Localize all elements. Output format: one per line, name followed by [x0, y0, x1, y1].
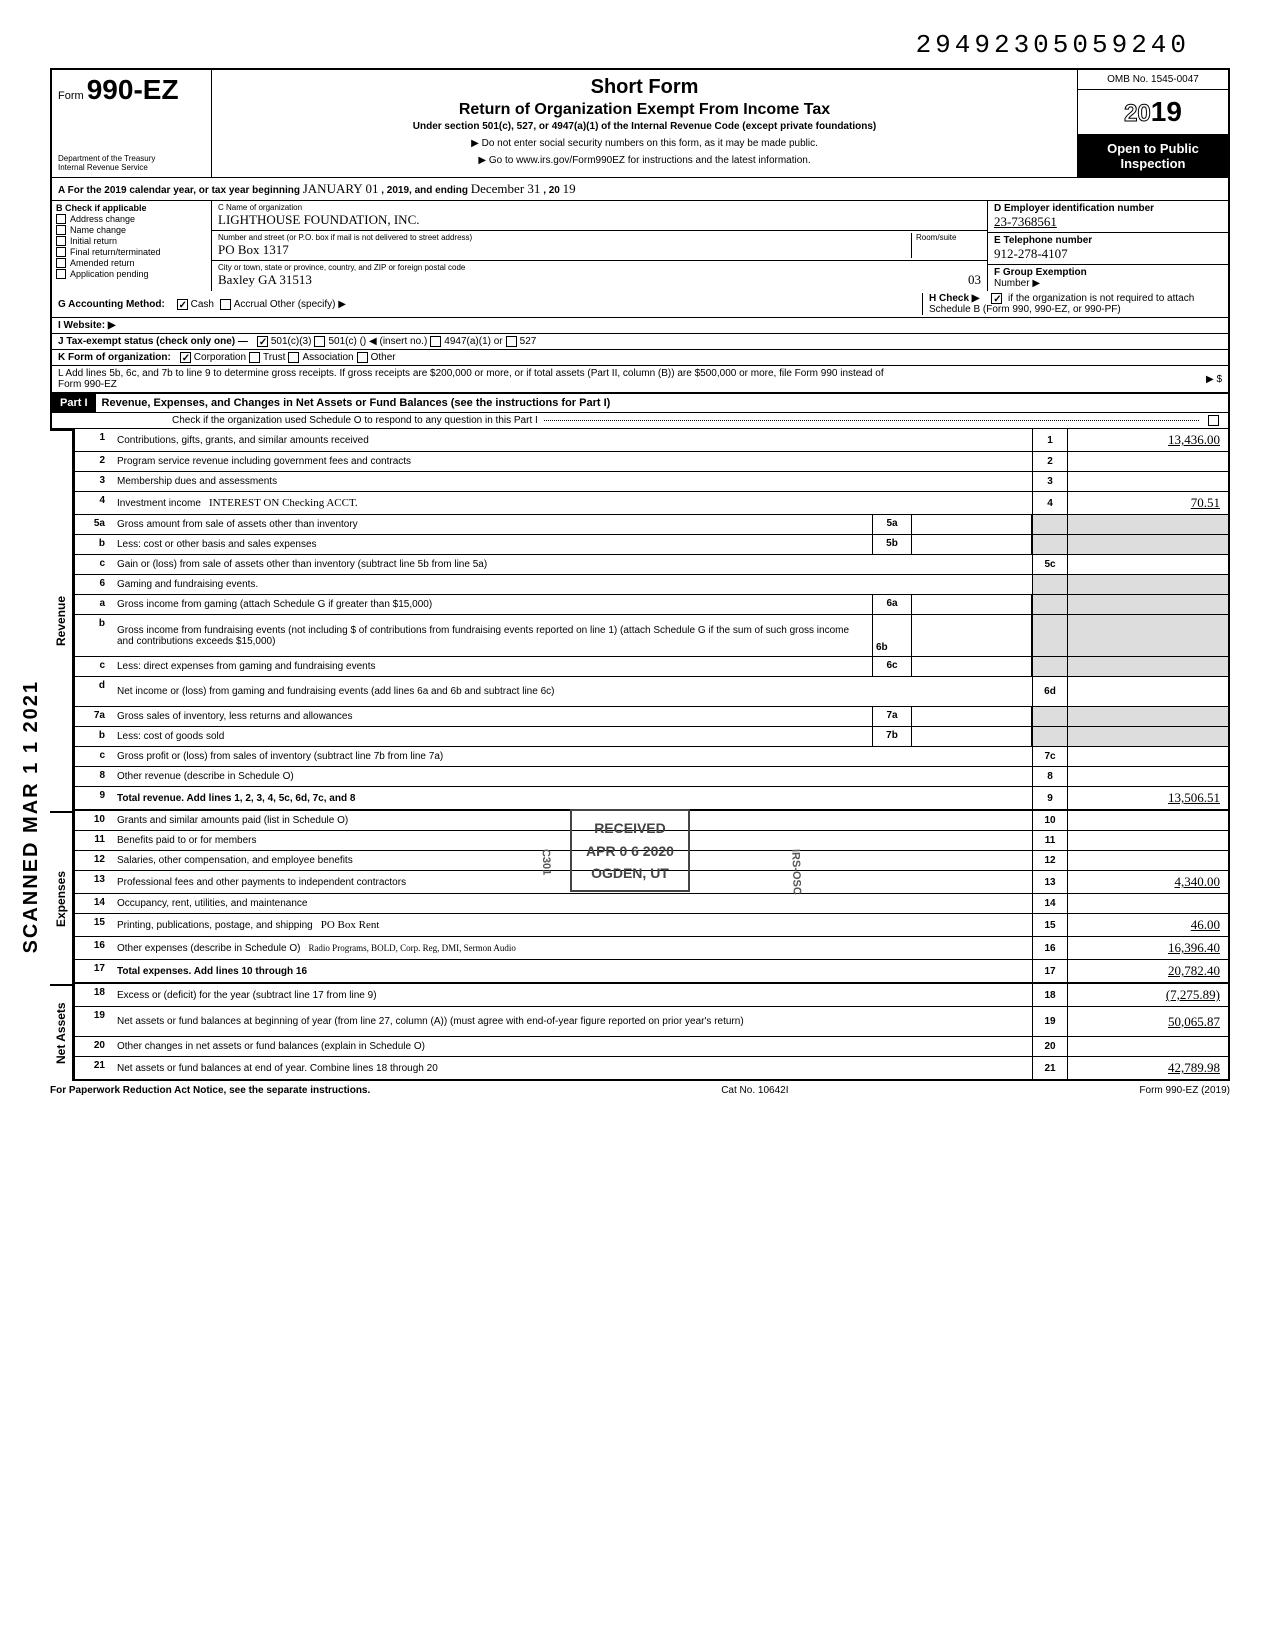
checkbox-501c[interactable]: [314, 336, 325, 347]
checkbox-4947[interactable]: [430, 336, 441, 347]
org-name: LIGHTHOUSE FOUNDATION, INC.: [218, 212, 981, 228]
street-value: PO Box 1317: [218, 242, 911, 258]
group-label: F Group Exemption: [994, 267, 1087, 278]
part-1-header: Part I Revenue, Expenses, and Changes in…: [50, 393, 1230, 413]
document-number: 29492305059240: [50, 30, 1230, 60]
checkbox-initial[interactable]: [56, 236, 66, 246]
ein-value: 23-7368561: [994, 214, 1222, 230]
org-info-grid: B Check if applicable Address change Nam…: [50, 200, 1230, 291]
checkbox-column: B Check if applicable Address change Nam…: [52, 201, 212, 291]
part1-check-text: Check if the organization used Schedule …: [172, 415, 538, 426]
checkbox-accrual[interactable]: [220, 299, 231, 310]
scanned-stamp: SCANNED MAR 1 1 2021: [20, 680, 43, 953]
irs-stamp: IRS-OSC: [789, 849, 803, 895]
meta-section: G Accounting Method: Cash Accrual Other …: [50, 291, 1230, 393]
checkbox-name[interactable]: [56, 225, 66, 235]
c301-stamp: C301: [540, 849, 553, 876]
form-header: Form 990-EZ Department of the Treasury I…: [50, 68, 1230, 177]
line-9-value: 13,506.51: [1068, 787, 1228, 809]
checkbox-corp[interactable]: [180, 352, 191, 363]
line-13-value: 4,340.00: [1068, 871, 1228, 893]
city-suffix: 03: [968, 272, 981, 288]
received-stamp: RECEIVED APR 0 6 2020 OGDEN, UT: [570, 809, 690, 892]
checkbox-trust[interactable]: [249, 352, 260, 363]
expenses-label: Expenses: [50, 811, 74, 984]
checkbox-amended[interactable]: [56, 258, 66, 268]
phone-label: E Telephone number: [994, 235, 1222, 246]
city-label: City or town, state or province, country…: [218, 263, 981, 272]
line-1-value: 13,436.00: [1068, 429, 1228, 451]
instruction-2: ▶ Go to www.irs.gov/Form990EZ for instru…: [222, 155, 1067, 166]
instruction-1: ▶ Do not enter social security numbers o…: [222, 138, 1067, 149]
checkbox-other-org[interactable]: [357, 352, 368, 363]
room-label: Room/suite: [916, 233, 981, 242]
checkbox-assoc[interactable]: [288, 352, 299, 363]
form-subtitle: Under section 501(c), 527, or 4947(a)(1)…: [222, 121, 1067, 132]
line-19-value: 50,065.87: [1068, 1007, 1228, 1036]
ein-label: D Employer identification number: [994, 203, 1222, 214]
checkbox-pending[interactable]: [56, 269, 66, 279]
checkbox-final[interactable]: [56, 247, 66, 257]
dept-label: Department of the Treasury Internal Reve…: [58, 154, 205, 173]
line-18-value: (7,275.89): [1068, 984, 1228, 1006]
calendar-year-row: A For the 2019 calendar year, or tax yea…: [50, 177, 1230, 200]
group-label-2: Number ▶: [994, 278, 1040, 289]
form-title-1: Short Form: [222, 76, 1067, 99]
line-15-value: 46.00: [1068, 914, 1228, 936]
line-l-arrow: ▶ $: [1206, 374, 1222, 385]
line-17-value: 20,782.40: [1068, 960, 1228, 982]
phone-value: 912-278-4107: [994, 246, 1222, 262]
org-name-label: C Name of organization: [218, 203, 981, 212]
netassets-label: Net Assets: [50, 984, 74, 1081]
page-footer: For Paperwork Reduction Act Notice, see …: [50, 1081, 1230, 1100]
checkbox-schedule-o[interactable]: [1208, 415, 1219, 426]
line-l-text: L Add lines 5b, 6c, and 7b to line 9 to …: [58, 368, 908, 390]
inspection-label: Open to Public Inspection: [1078, 135, 1228, 177]
form-id: Form 990-EZ: [58, 74, 205, 106]
line-16-value: 16,396.40: [1068, 937, 1228, 959]
street-label: Number and street (or P.O. box if mail i…: [218, 233, 911, 242]
website-label: I Website: ▶: [58, 320, 116, 331]
checkbox-527[interactable]: [506, 336, 517, 347]
city-value: Baxley GA 31513: [218, 272, 312, 288]
form-title-2: Return of Organization Exempt From Incom…: [222, 101, 1067, 119]
line-4-value: 70.51: [1068, 492, 1228, 514]
checkbox-address[interactable]: [56, 214, 66, 224]
tax-year: 20201919: [1078, 90, 1228, 135]
checkbox-501c3[interactable]: [257, 336, 268, 347]
checkbox-schedule-b[interactable]: [991, 293, 1002, 304]
omb-number: OMB No. 1545-0047: [1078, 70, 1228, 90]
checkbox-cash[interactable]: [177, 299, 188, 310]
revenue-label: Revenue: [50, 429, 74, 811]
line-21-value: 42,789.98: [1068, 1057, 1228, 1079]
